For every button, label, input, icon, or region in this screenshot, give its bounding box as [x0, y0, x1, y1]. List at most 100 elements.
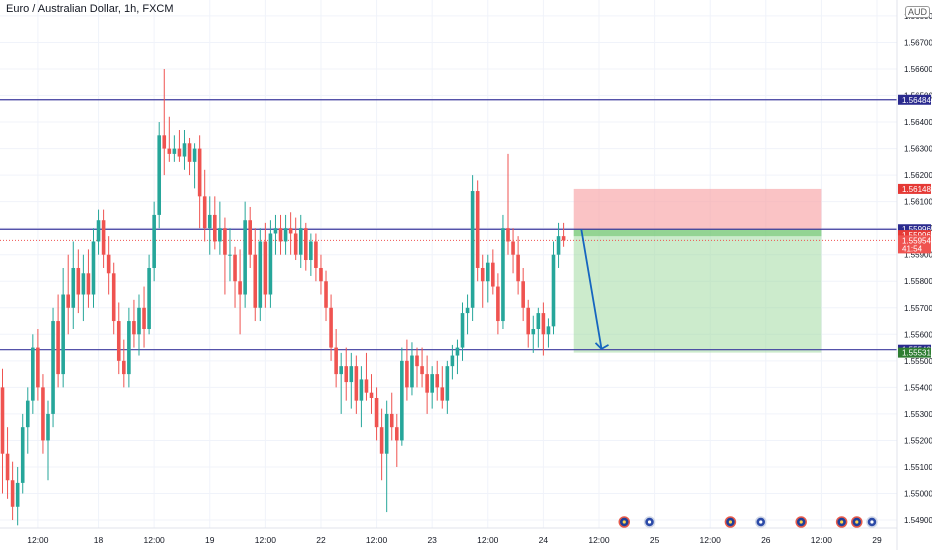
candle-body [400, 360, 404, 441]
candle-body [354, 366, 359, 401]
y-tick-label: 1.56600 [904, 65, 932, 74]
candle-body [334, 347, 338, 375]
candle-body [430, 374, 434, 393]
flag-dot-icon [870, 520, 874, 524]
candle-body [162, 135, 167, 149]
candle-body [283, 228, 288, 242]
candle-body [440, 387, 445, 401]
price-label: 1.56148 [902, 185, 931, 194]
x-tick-label: 24 [539, 535, 549, 545]
flag-dot-icon [799, 520, 803, 524]
candle-body [511, 241, 515, 255]
candle-body [25, 400, 30, 428]
price-label: 1.55996 [902, 225, 931, 234]
candle-body [223, 228, 227, 255]
candle-body [207, 214, 212, 229]
y-tick-label: 1.55700 [904, 304, 932, 313]
candle-body [561, 236, 566, 241]
candle-body [157, 135, 162, 215]
y-tick-label: 1.54900 [904, 516, 932, 525]
x-tick-label: 12:00 [477, 535, 499, 545]
candle-body [238, 281, 242, 295]
x-tick-label: 12:00 [255, 535, 277, 545]
candle-body [36, 347, 40, 388]
candle-body [46, 413, 50, 441]
x-tick-label: 12:00 [144, 535, 166, 545]
candle-body [71, 267, 76, 308]
x-tick-label: 19 [205, 535, 215, 545]
candle-body [379, 427, 384, 454]
candle-body [405, 360, 409, 388]
candle-body [425, 374, 429, 393]
candle-body [106, 254, 111, 274]
flag-dot-icon [759, 520, 763, 524]
candle-body [349, 366, 354, 383]
y-tick-label: 1.55300 [904, 410, 932, 419]
candle-body [496, 286, 500, 322]
y-tick-label: 1.55400 [904, 383, 932, 392]
candle-body [142, 307, 146, 330]
y-tick-label: 1.55900 [904, 251, 932, 260]
flag-dot-icon [647, 520, 652, 524]
candle-body [177, 148, 182, 157]
candle-body [541, 313, 546, 335]
candle-body [278, 228, 283, 242]
candle-body [197, 148, 202, 197]
price-label-bg [898, 183, 931, 194]
y-tick-label: 1.56300 [904, 145, 932, 154]
candle-body [127, 321, 131, 375]
candle-body [369, 392, 374, 398]
x-tick-label: 12:00 [366, 535, 388, 545]
price-label: 1.55954 [902, 236, 931, 245]
candle-body [298, 228, 303, 255]
chart-title: Euro / Australian Dollar, 1h, FXCM [6, 3, 174, 15]
x-tick-label: 26 [761, 535, 771, 545]
candle-body [460, 313, 465, 348]
candle-body [132, 321, 136, 335]
candle-body [455, 347, 460, 356]
candle-body [394, 427, 399, 441]
candle-body [66, 294, 71, 308]
candle-body [152, 214, 156, 268]
price-label-bg [898, 94, 931, 105]
y-tick-label: 1.56700 [904, 38, 932, 47]
candle-body [304, 228, 308, 261]
candle-body [470, 191, 475, 308]
candle-body [551, 254, 556, 327]
candle-body [61, 294, 65, 375]
candle-body [410, 355, 414, 388]
candle-body [324, 281, 328, 308]
y-tick-label: 1.56400 [904, 118, 932, 127]
candle-body [268, 233, 273, 295]
candle-body [536, 313, 541, 330]
candle-body [344, 366, 349, 383]
candle-body [465, 307, 470, 314]
candle-body [288, 228, 293, 234]
price-label: 1.55531 [902, 349, 931, 358]
candle-body [445, 366, 450, 401]
candle-body [248, 220, 252, 255]
candle-body [51, 321, 55, 414]
candle-body [233, 254, 237, 282]
candle-body [253, 254, 258, 308]
candle-body [137, 307, 141, 335]
candle-body [339, 366, 343, 375]
candle-body [147, 267, 151, 330]
candle-body [182, 143, 187, 157]
candle-body [521, 281, 525, 308]
candle-body [273, 228, 278, 234]
candle-body [122, 360, 126, 375]
flag-dot-icon [622, 520, 626, 524]
price-label-bg [898, 230, 931, 241]
candle-body [91, 241, 96, 295]
candle-body [263, 241, 268, 295]
candle-body [15, 482, 20, 507]
candle-body [329, 307, 333, 348]
candle-body [111, 273, 116, 322]
x-tick-label: 12:00 [27, 535, 49, 545]
y-tick-label: 1.56200 [904, 171, 932, 180]
candle-body [5, 453, 10, 481]
stop-loss-zone [573, 188, 822, 230]
currency-badge[interactable]: AUD [905, 6, 931, 18]
